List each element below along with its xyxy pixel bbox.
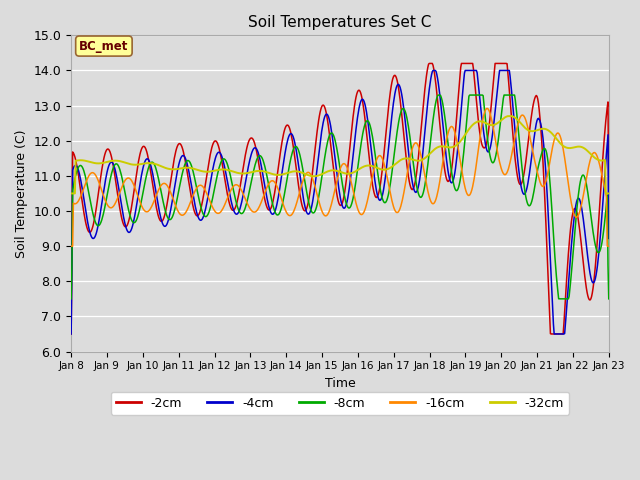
X-axis label: Time: Time [324,377,355,390]
Text: BC_met: BC_met [79,39,129,53]
Legend: -2cm, -4cm, -8cm, -16cm, -32cm: -2cm, -4cm, -8cm, -16cm, -32cm [111,392,569,415]
Title: Soil Temperatures Set C: Soil Temperatures Set C [248,15,431,30]
Y-axis label: Soil Temperature (C): Soil Temperature (C) [15,129,28,258]
